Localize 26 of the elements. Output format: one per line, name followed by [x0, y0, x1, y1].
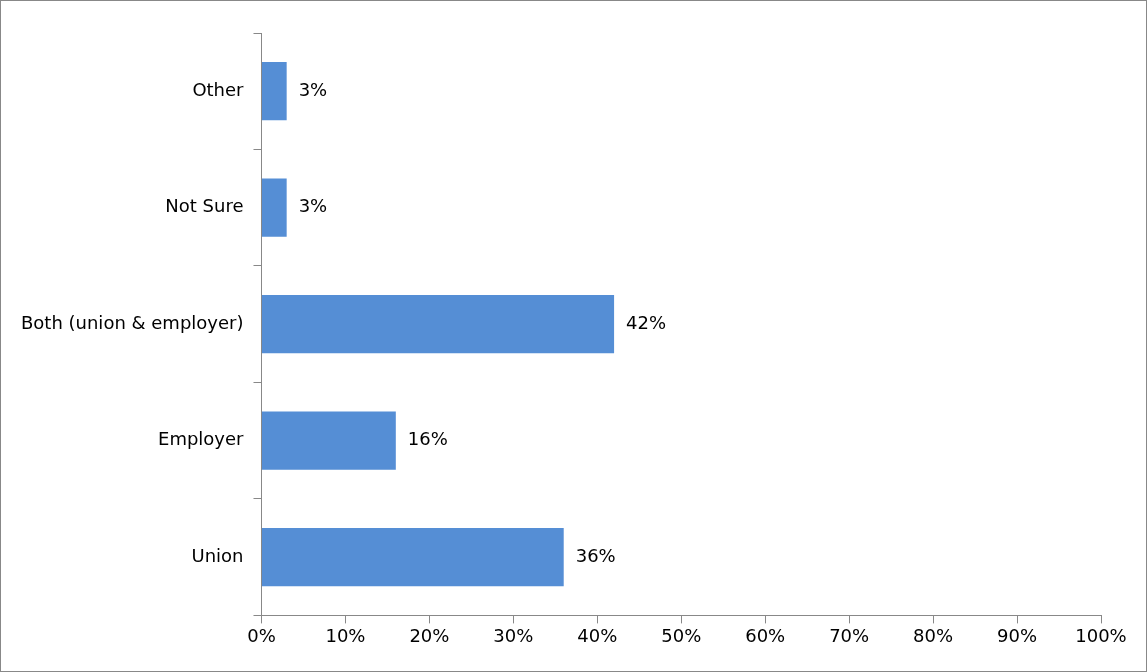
bar	[261, 411, 396, 470]
x-tick-label: 70%	[829, 624, 870, 646]
y-tick-label: Employer	[158, 428, 245, 450]
y-tick-label: Other	[192, 78, 245, 100]
data-label: 36%	[575, 544, 616, 566]
data-label: 42%	[626, 311, 667, 333]
x-tick-label: 90%	[997, 624, 1038, 646]
bar	[261, 178, 287, 237]
x-tick-label: 10%	[325, 624, 366, 646]
x-tick-label: 100%	[1075, 624, 1127, 646]
x-tick-label: 60%	[745, 624, 786, 646]
data-label: 16%	[407, 428, 448, 450]
x-tick-label: 40%	[577, 624, 618, 646]
y-tick-label: Both (union & employer)	[20, 311, 244, 333]
x-tick-label: 20%	[409, 624, 450, 646]
x-tick-label: 80%	[913, 624, 954, 646]
bar	[261, 295, 615, 354]
x-tick-label: 0%	[247, 624, 276, 646]
y-tick-label: Not Sure	[165, 195, 244, 217]
x-tick-label: 50%	[661, 624, 702, 646]
x-tick-label: 30%	[493, 624, 534, 646]
data-label: 3%	[298, 195, 328, 217]
data-label: 3%	[298, 78, 328, 100]
y-tick-label: Union	[191, 544, 244, 566]
bar	[261, 62, 287, 121]
bar	[261, 528, 564, 587]
